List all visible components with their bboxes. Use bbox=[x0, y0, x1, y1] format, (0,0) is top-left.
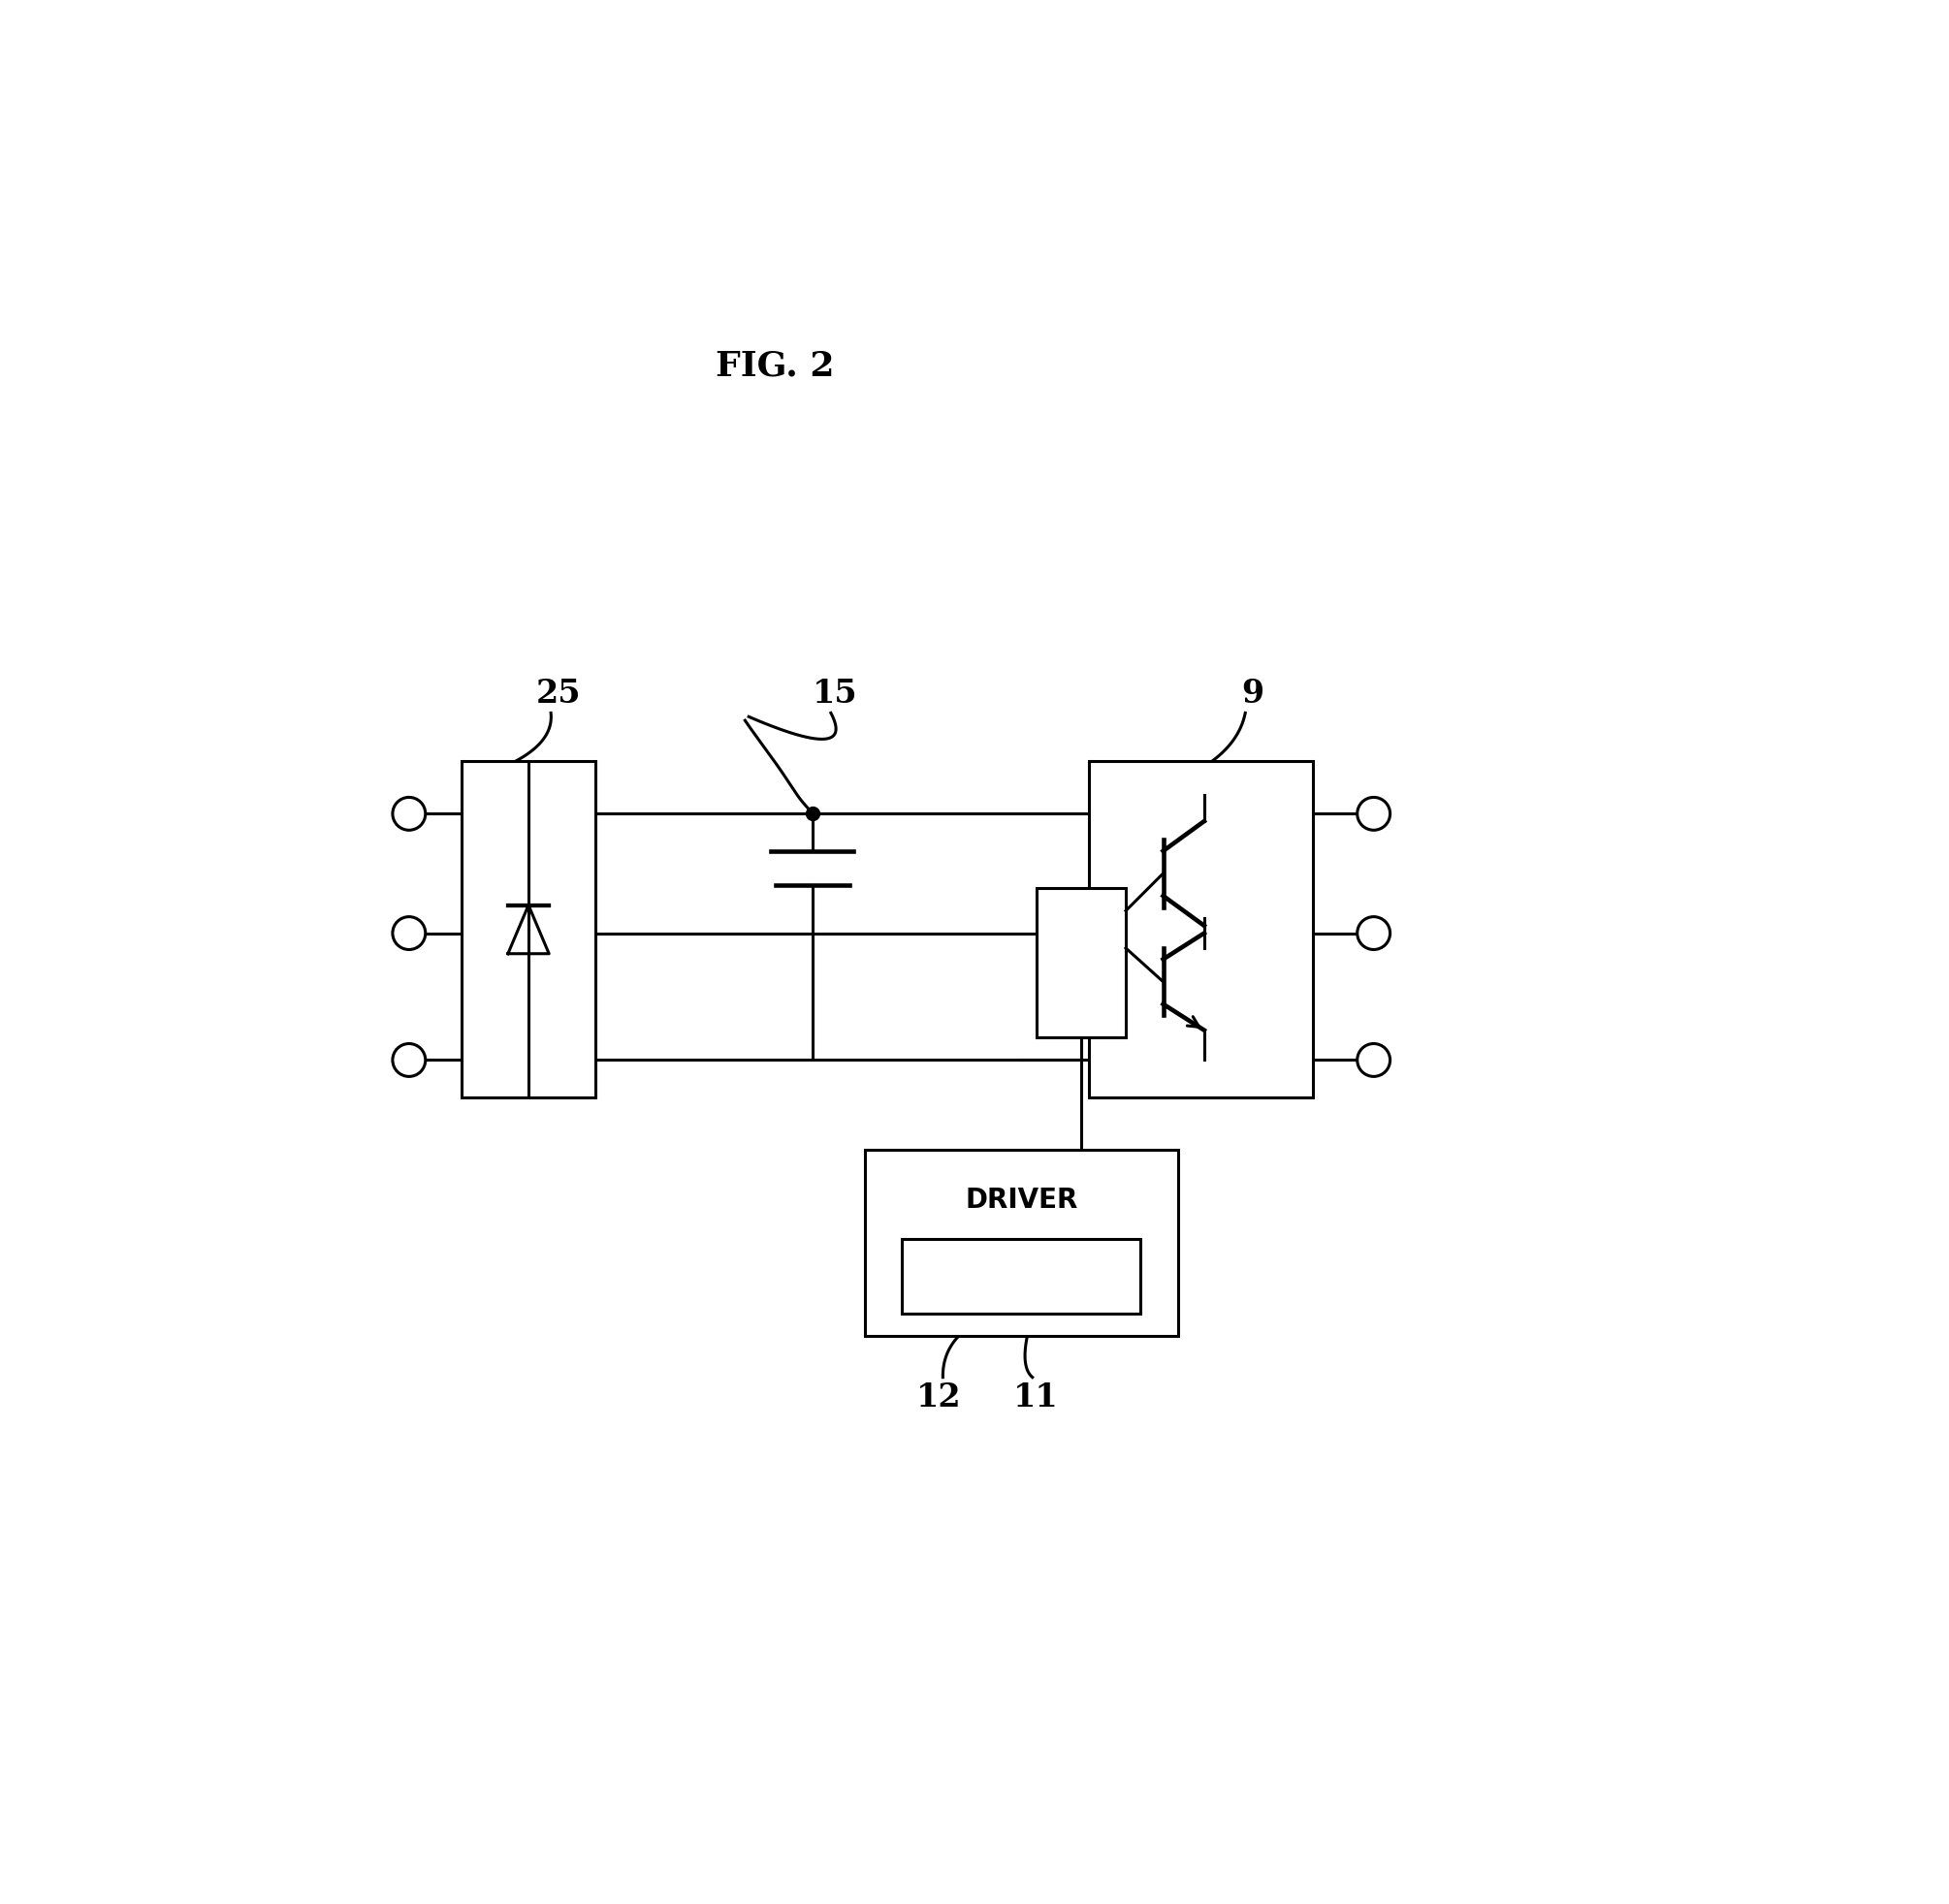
Text: 25: 25 bbox=[536, 678, 581, 708]
Text: 12: 12 bbox=[916, 1380, 961, 1413]
Text: DRIVER: DRIVER bbox=[965, 1186, 1078, 1213]
Text: FIG. 2: FIG. 2 bbox=[715, 348, 834, 383]
Circle shape bbox=[1357, 798, 1390, 830]
Bar bbox=[902, 1240, 1140, 1314]
Text: CHIP: CHIP bbox=[988, 1264, 1054, 1289]
Circle shape bbox=[1357, 1043, 1390, 1076]
Text: 11: 11 bbox=[1013, 1380, 1058, 1413]
Bar bbox=[1037, 889, 1127, 1038]
Bar bbox=[1088, 762, 1312, 1097]
Text: 9: 9 bbox=[1242, 678, 1265, 708]
Bar bbox=[462, 762, 596, 1097]
Circle shape bbox=[392, 916, 425, 950]
Circle shape bbox=[1357, 916, 1390, 950]
Circle shape bbox=[392, 1043, 425, 1076]
Text: 15: 15 bbox=[813, 678, 858, 708]
Circle shape bbox=[392, 798, 425, 830]
Bar bbox=[865, 1150, 1177, 1337]
